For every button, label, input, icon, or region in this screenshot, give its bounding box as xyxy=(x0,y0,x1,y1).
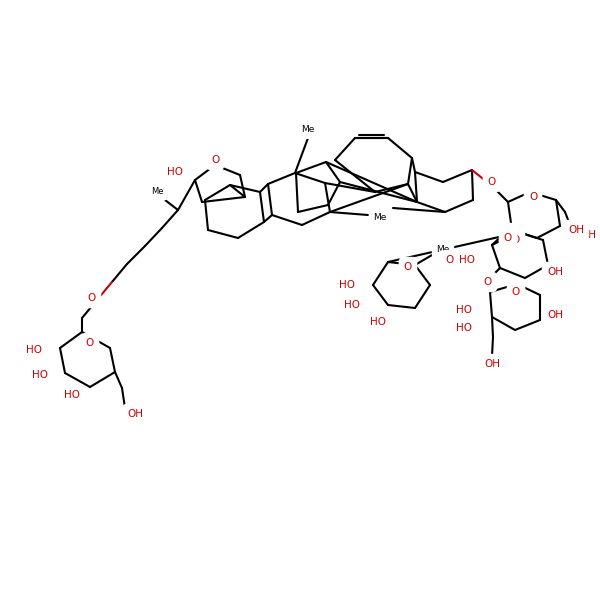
Text: OH: OH xyxy=(547,310,563,320)
Text: OH: OH xyxy=(580,230,596,240)
Text: O: O xyxy=(506,228,514,238)
Text: HO: HO xyxy=(456,305,472,315)
Text: Me: Me xyxy=(151,187,163,196)
Text: O: O xyxy=(484,277,492,287)
Text: OH: OH xyxy=(568,225,584,235)
Text: HO: HO xyxy=(26,345,42,355)
Text: HO: HO xyxy=(344,300,360,310)
Text: O: O xyxy=(529,192,537,202)
Text: O: O xyxy=(86,338,94,348)
Text: HO: HO xyxy=(456,323,472,333)
Text: Me: Me xyxy=(301,125,314,134)
Text: OH: OH xyxy=(484,359,500,369)
Text: HO: HO xyxy=(459,255,475,265)
Text: HO: HO xyxy=(32,370,48,380)
Text: O: O xyxy=(512,235,520,245)
Text: O: O xyxy=(446,255,454,265)
Text: O: O xyxy=(211,155,219,165)
Text: Me: Me xyxy=(373,214,386,223)
Text: O: O xyxy=(488,177,496,187)
Text: OH: OH xyxy=(547,267,563,277)
Text: OH: OH xyxy=(127,409,143,419)
Text: HO: HO xyxy=(64,390,80,400)
Text: O: O xyxy=(404,262,412,272)
Text: HO: HO xyxy=(167,167,183,177)
Text: Me: Me xyxy=(436,245,449,254)
Text: O: O xyxy=(88,293,96,303)
Text: HO: HO xyxy=(339,280,355,290)
Text: O: O xyxy=(504,233,512,243)
Text: O: O xyxy=(512,287,520,297)
Text: HO: HO xyxy=(370,317,386,327)
